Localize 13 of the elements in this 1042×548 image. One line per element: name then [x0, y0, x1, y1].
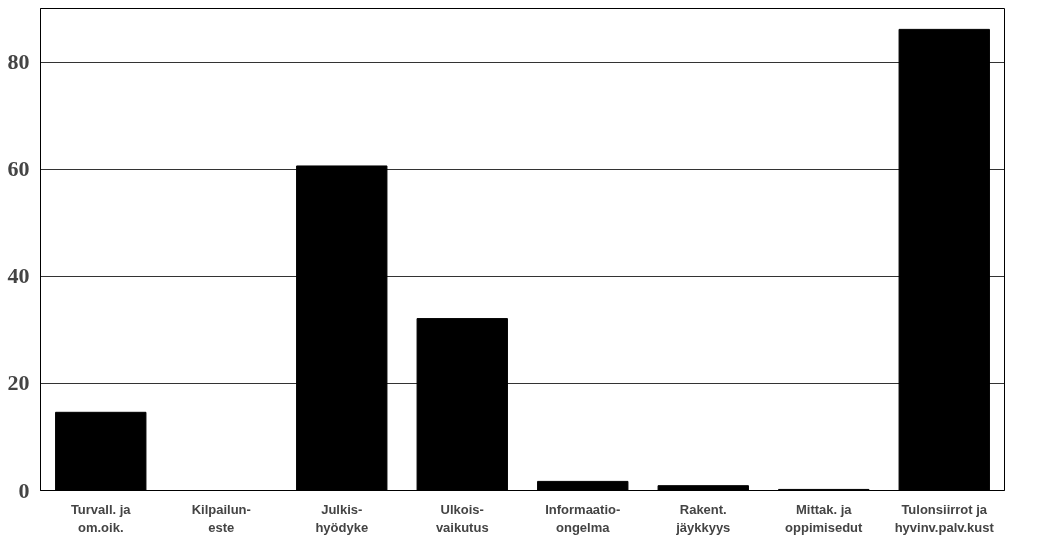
x-tick-label: Informaatio- ongelma — [545, 501, 621, 535]
x-tick-label: Mittak. ja oppimisedut — [785, 501, 864, 535]
x-tick-label: Tulonsiirrot ja hyvinv.palv.kust — [894, 501, 995, 535]
x-tick-label: Rakent. jäykkyys — [675, 501, 731, 535]
y-tick-label: 60 — [7, 156, 30, 182]
x-tick-label: Turvall. ja om.oik. — [70, 501, 132, 535]
y-tick-label: 80 — [7, 49, 30, 75]
x-tick-label: Ulkois- vaikutus — [435, 501, 489, 535]
y-tick-label: 40 — [7, 263, 30, 289]
y-tick-label: 0 — [18, 477, 30, 503]
x-tick-label: Kilpailun- este — [191, 501, 251, 535]
x-tick-label: Julkis- hyödyke — [315, 501, 369, 535]
y-tick-label: 20 — [7, 370, 30, 396]
